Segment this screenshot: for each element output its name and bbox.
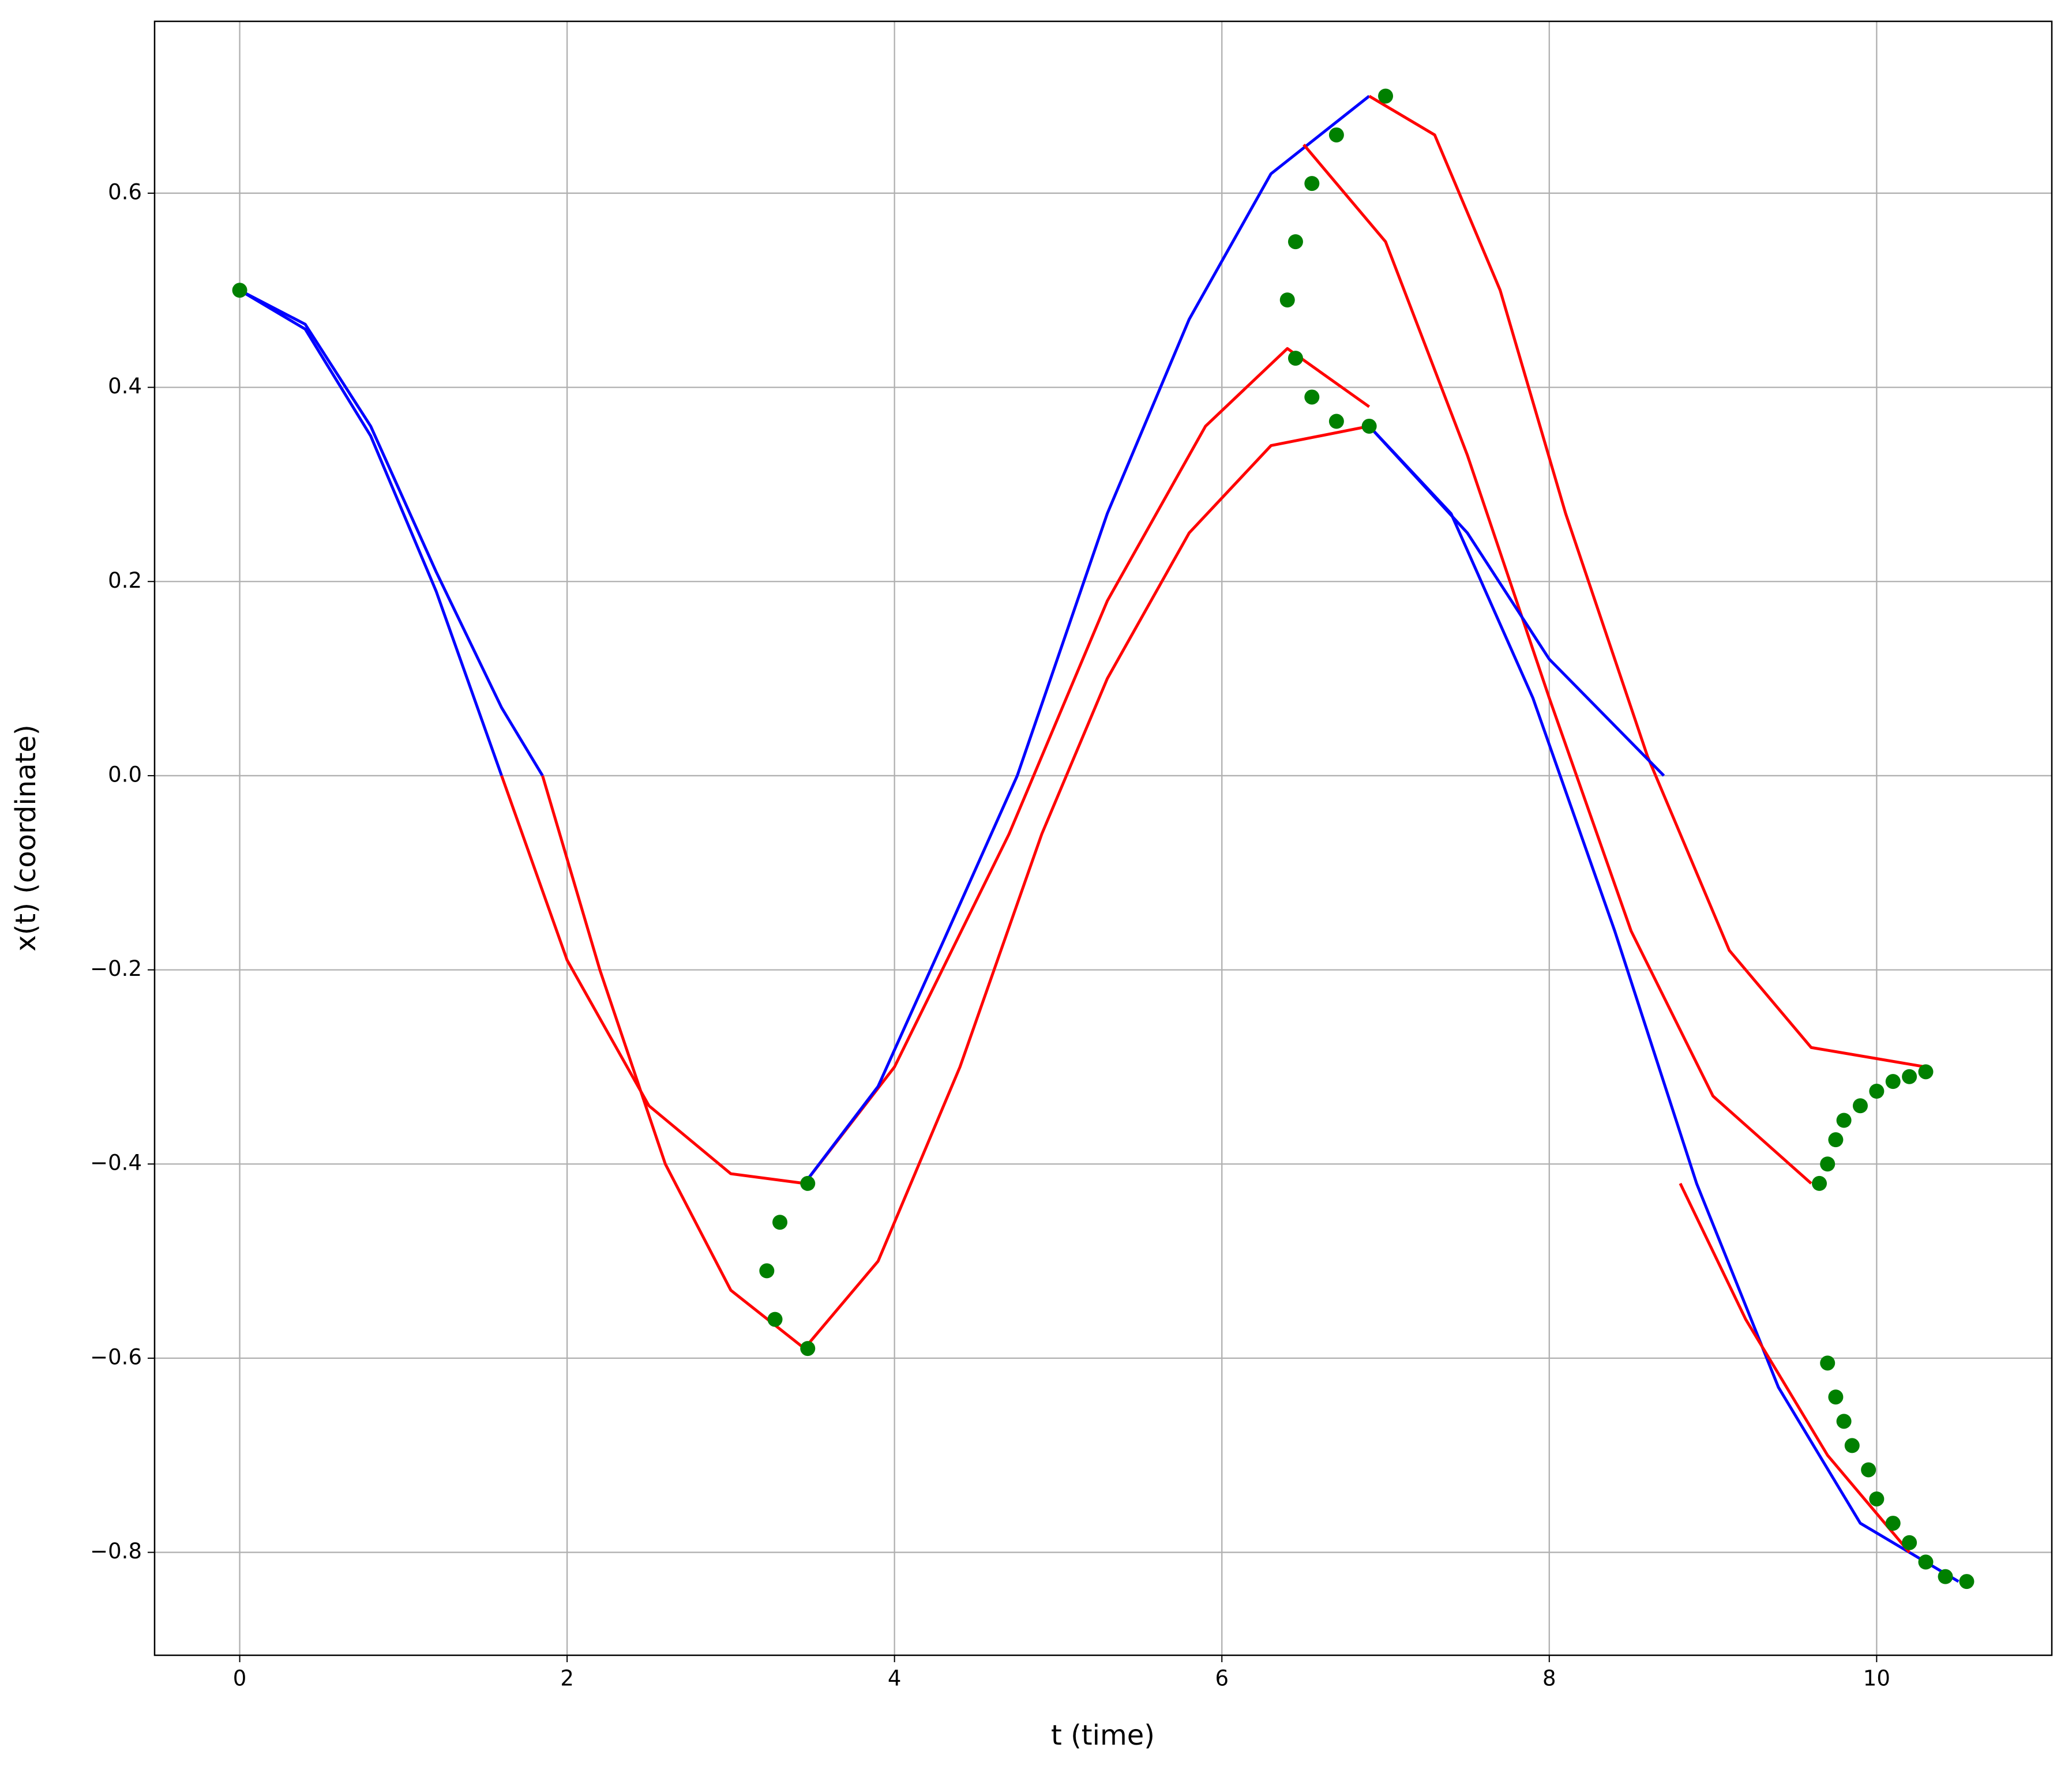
marker-point bbox=[767, 1312, 783, 1327]
marker-point bbox=[1918, 1554, 1934, 1570]
marker-point bbox=[772, 1215, 788, 1230]
trajectory-line bbox=[1368, 425, 1960, 1583]
marker-point bbox=[1820, 1355, 1835, 1371]
trajectory-line bbox=[541, 775, 806, 1350]
plot-frame bbox=[153, 20, 2053, 1656]
y-tick-label: −0.2 bbox=[90, 956, 142, 981]
trajectory-line bbox=[803, 95, 1371, 1185]
marker-point bbox=[1361, 418, 1377, 434]
y-tick-label: −0.8 bbox=[90, 1539, 142, 1564]
marker-point bbox=[1328, 414, 1344, 429]
marker-point bbox=[1812, 1175, 1827, 1191]
trajectory-line bbox=[803, 424, 1370, 1350]
y-tick-label: 0.0 bbox=[108, 762, 142, 787]
x-tick-label: 6 bbox=[1215, 1666, 1229, 1691]
marker-point bbox=[1885, 1516, 1901, 1531]
marker-point bbox=[1820, 1156, 1835, 1172]
y-tick-label: 0.2 bbox=[108, 568, 142, 593]
marker-point bbox=[1959, 1574, 1975, 1590]
marker-point bbox=[759, 1263, 775, 1279]
y-tick-label: 0.4 bbox=[108, 374, 142, 399]
marker-point bbox=[1828, 1132, 1844, 1148]
marker-point bbox=[1828, 1389, 1844, 1405]
marker-point bbox=[1328, 127, 1344, 142]
trajectory-line bbox=[1679, 1182, 1911, 1554]
marker-point bbox=[1378, 88, 1394, 104]
y-axis-label: x(t) (coordinate) bbox=[10, 724, 42, 951]
trajectory-line bbox=[239, 289, 503, 776]
x-axis-label: t (time) bbox=[1051, 1719, 1155, 1752]
x-tick-label: 8 bbox=[1542, 1666, 1556, 1691]
marker-point bbox=[1885, 1074, 1901, 1089]
marker-point bbox=[232, 283, 247, 298]
y-tick-label: −0.6 bbox=[90, 1344, 142, 1369]
marker-point bbox=[1836, 1414, 1852, 1429]
marker-point bbox=[1852, 1098, 1868, 1114]
marker-point bbox=[1869, 1084, 1885, 1099]
y-tick-label: −0.4 bbox=[90, 1151, 142, 1175]
marker-point bbox=[1869, 1491, 1885, 1506]
marker-point bbox=[800, 1175, 816, 1191]
marker-point bbox=[1844, 1438, 1860, 1453]
marker-point bbox=[1304, 176, 1320, 191]
marker-point bbox=[1902, 1069, 1917, 1084]
y-tick-label: 0.6 bbox=[108, 179, 142, 204]
trajectory-line bbox=[803, 347, 1371, 1185]
marker-point bbox=[1918, 1064, 1934, 1080]
trajectory-line bbox=[1368, 95, 1926, 1069]
marker-point bbox=[1861, 1462, 1876, 1478]
marker-point bbox=[1304, 389, 1320, 405]
marker-point bbox=[1288, 351, 1303, 366]
trajectory-line bbox=[239, 289, 544, 777]
x-tick-label: 2 bbox=[560, 1666, 574, 1691]
trajectory-line bbox=[1302, 144, 1812, 1185]
marker-point bbox=[1836, 1113, 1852, 1128]
trajectory-line bbox=[500, 775, 805, 1185]
marker-point bbox=[1902, 1535, 1917, 1550]
marker-point bbox=[1279, 292, 1295, 308]
marker-point bbox=[1938, 1569, 1953, 1584]
marker-point bbox=[1288, 234, 1303, 250]
x-tick-label: 10 bbox=[1863, 1666, 1890, 1691]
marker-point bbox=[800, 1341, 816, 1357]
x-tick-label: 0 bbox=[233, 1666, 247, 1691]
x-tick-label: 4 bbox=[888, 1666, 902, 1691]
